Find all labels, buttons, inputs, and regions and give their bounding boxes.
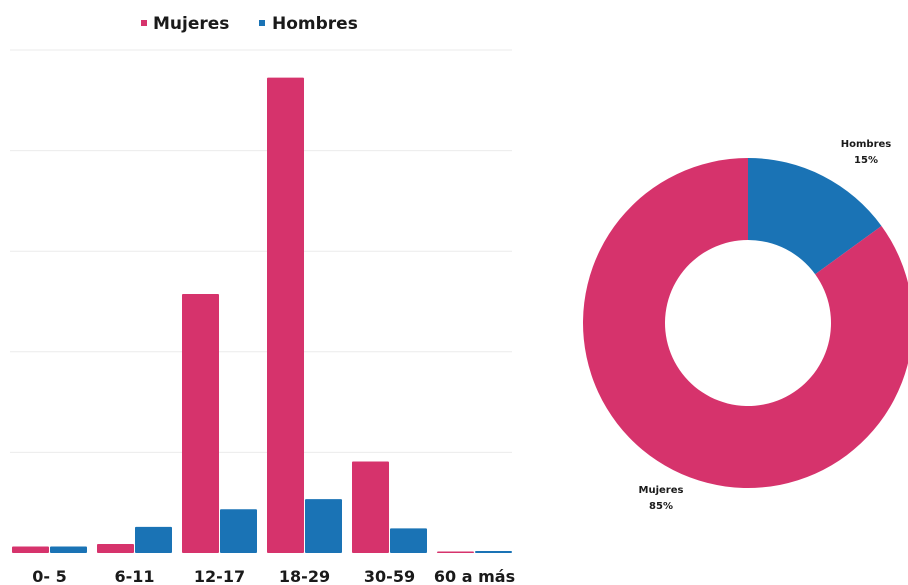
bar-chart-legend: Mujeres Hombres [141, 14, 358, 34]
x-tick-label-1: 6-11 [114, 567, 154, 585]
legend-swatch-hombres [259, 20, 265, 26]
donut-chart: Hombres 15% Mujeres 85% [583, 139, 908, 512]
bar-mujeres-1 [97, 543, 134, 553]
legend-label-mujeres: Mujeres [153, 14, 229, 34]
bar-chart: Mujeres Hombres 0- 5 6-11 12-17 18-29 30-59 6… [10, 14, 515, 585]
x-tick-label-0: 0- 5 [32, 567, 66, 585]
bar-hombres-5 [475, 550, 512, 553]
x-tick-label-2: 12-17 [194, 567, 245, 585]
gridlines [10, 49, 512, 453]
x-tick-label-3: 18-29 [279, 567, 330, 585]
legend-swatch-mujeres [141, 20, 147, 26]
bar-hombres-4 [390, 528, 427, 553]
x-axis-ticks: 0- 5 6-11 12-17 18-29 30-59 60 a más [32, 567, 515, 585]
donut-slice-mujeres [583, 158, 908, 488]
bar-mujeres-2 [182, 293, 219, 553]
bars [12, 77, 512, 553]
bar-hombres-3 [305, 499, 342, 553]
donut-slices [583, 158, 908, 488]
donut-label-hombres-value: 15% [854, 155, 878, 166]
bar-hombres-2 [220, 509, 257, 553]
bar-mujeres-5 [437, 551, 474, 553]
x-tick-label-5: 60 a más [434, 567, 515, 585]
donut-label-hombres-name: Hombres [841, 139, 892, 150]
donut-labels: Hombres 15% Mujeres 85% [639, 139, 892, 512]
bar-hombres-0 [50, 546, 87, 553]
donut-label-mujeres-name: Mujeres [639, 485, 684, 496]
donut-slice-hombres [748, 158, 882, 275]
legend-label-hombres: Hombres [272, 14, 358, 34]
bar-hombres-1 [135, 526, 172, 553]
bar-mujeres-3 [267, 77, 304, 553]
donut-label-mujeres-value: 85% [649, 501, 673, 512]
x-tick-label-4: 30-59 [364, 567, 415, 585]
bar-mujeres-4 [352, 461, 389, 553]
bar-mujeres-0 [12, 546, 49, 553]
